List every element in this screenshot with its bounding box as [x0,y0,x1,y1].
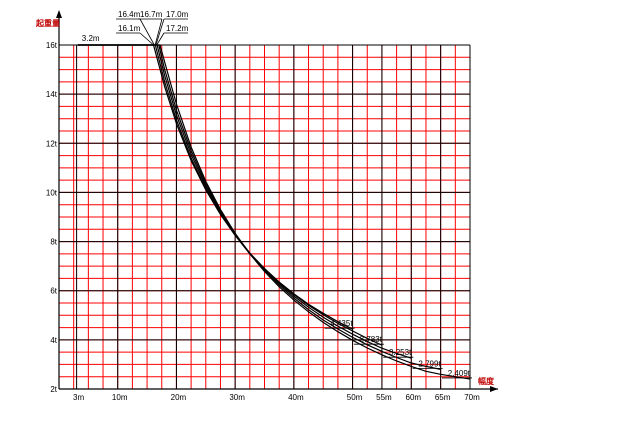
curve-end-label: 3.253t [389,348,412,357]
x-tick-label: 65m [435,393,451,402]
x-tick-label: 50m [347,393,363,402]
x-tick-label: 55m [376,393,392,402]
max-radius-label: 16.4m [118,10,141,19]
load-curves [77,44,471,380]
curve-end-label: 2.799t [418,359,441,368]
min-radius-label: 3.2m [82,34,100,43]
y-axis-arrow [56,10,62,18]
y-tick-label: 14t [46,90,58,99]
max-radius-label: 17.2m [166,24,189,33]
x-axis-title: 幅度 [478,376,495,386]
curve-end-label: 2.409t [448,369,471,378]
y-tick-label: 10t [46,188,58,197]
curve-end-label: 3.783t [360,335,383,344]
y-tick-label: 16t [46,41,58,50]
max-radius-leader [139,32,154,46]
x-tick-label: 40m [288,393,304,402]
y-tick-label: 2t [50,385,57,394]
y-tick-label: 6t [50,287,57,296]
max-radius-label: 16.7m [140,10,163,19]
load-curve [77,44,441,370]
x-tick-label: 3m [73,393,84,402]
load-curve [77,44,353,330]
load-curve [77,44,383,346]
x-axis-arrow [490,386,498,392]
y-tick-label: 8t [50,238,57,247]
curve-end-label: 4.435t [330,319,353,328]
max-radius-label: 16.1m [118,24,141,33]
chart-axes [56,10,498,392]
max-radius-leader [156,32,165,46]
x-tick-label: 30m [229,393,245,402]
x-tick-label: 10m [112,393,128,402]
max-radius-label: 17.0m [166,10,189,19]
load-curve [77,44,471,380]
y-tick-label: 12t [46,139,58,148]
y-tick-label: 4t [50,336,57,345]
chart-grid [58,44,471,390]
load-curve [77,44,412,359]
x-tick-label: 20m [171,393,187,402]
x-tick-label: 60m [406,393,422,402]
chart-labels: 3m 10m 20m 30m 40m 50m 55m 60m 65m 70m 2t 4t 6t 8t 10t… [46,10,480,402]
x-tick-label: 70m [464,393,480,402]
max-radius-leader [139,18,155,46]
y-axis-title: 起重量 [35,18,60,28]
max-radius-leader [155,18,165,46]
max-radius-leader [154,18,163,46]
